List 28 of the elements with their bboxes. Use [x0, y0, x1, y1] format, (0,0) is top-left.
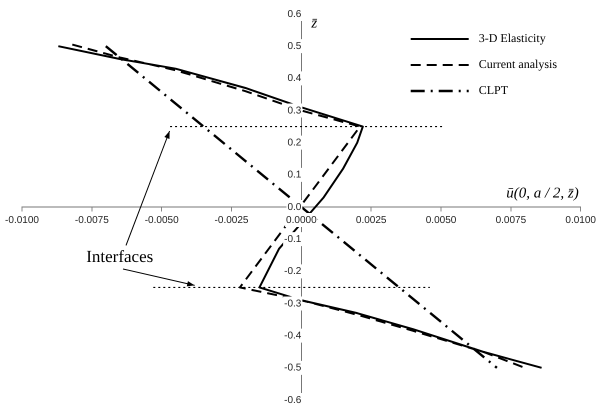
y-tick-label: -0.1: [284, 234, 302, 245]
y-tick-label: 0.6: [287, 8, 302, 20]
annotation: Interfaces: [86, 247, 154, 267]
x-tick-label: -0.0025: [214, 214, 249, 226]
y-tick-label: 0.5: [287, 40, 302, 52]
x-tick-label: -0.0075: [74, 214, 110, 226]
y-tick-label: -0.6: [284, 394, 302, 406]
y-tick-label: 0.1: [287, 170, 302, 181]
x-tick-label: -0.0050: [144, 214, 180, 226]
legend-label: 3-D Elasticity: [478, 31, 546, 46]
y-tick-label: 0.3: [287, 105, 302, 116]
y-tick-label: 0.2: [287, 137, 302, 148]
y-axis-title: z̄: [310, 15, 318, 32]
x-tick-label: 0.0050: [426, 214, 457, 226]
y-tick-label: -0.2: [284, 266, 302, 278]
y-tick-label: -0.5: [284, 362, 302, 374]
x-axis-title: ū(0, a / 2, z̄): [506, 185, 579, 202]
legend-label: CLPT: [478, 83, 509, 98]
x-tick-label: 0.0100: [565, 214, 596, 226]
y-tick-label: -0.4: [284, 330, 302, 342]
x-tick-label: 0.0000: [286, 214, 318, 226]
x-tick-label: 0.0025: [356, 214, 387, 226]
y-tick-label: 0.4: [287, 73, 302, 84]
x-tick-label: 0.0075: [496, 214, 527, 226]
legend-label: Current analysis: [478, 57, 558, 72]
y-tick-label: -0.3: [284, 298, 302, 310]
y-tick-label: 0.0: [287, 202, 302, 213]
x-tick-label: -0.0100: [5, 214, 40, 226]
